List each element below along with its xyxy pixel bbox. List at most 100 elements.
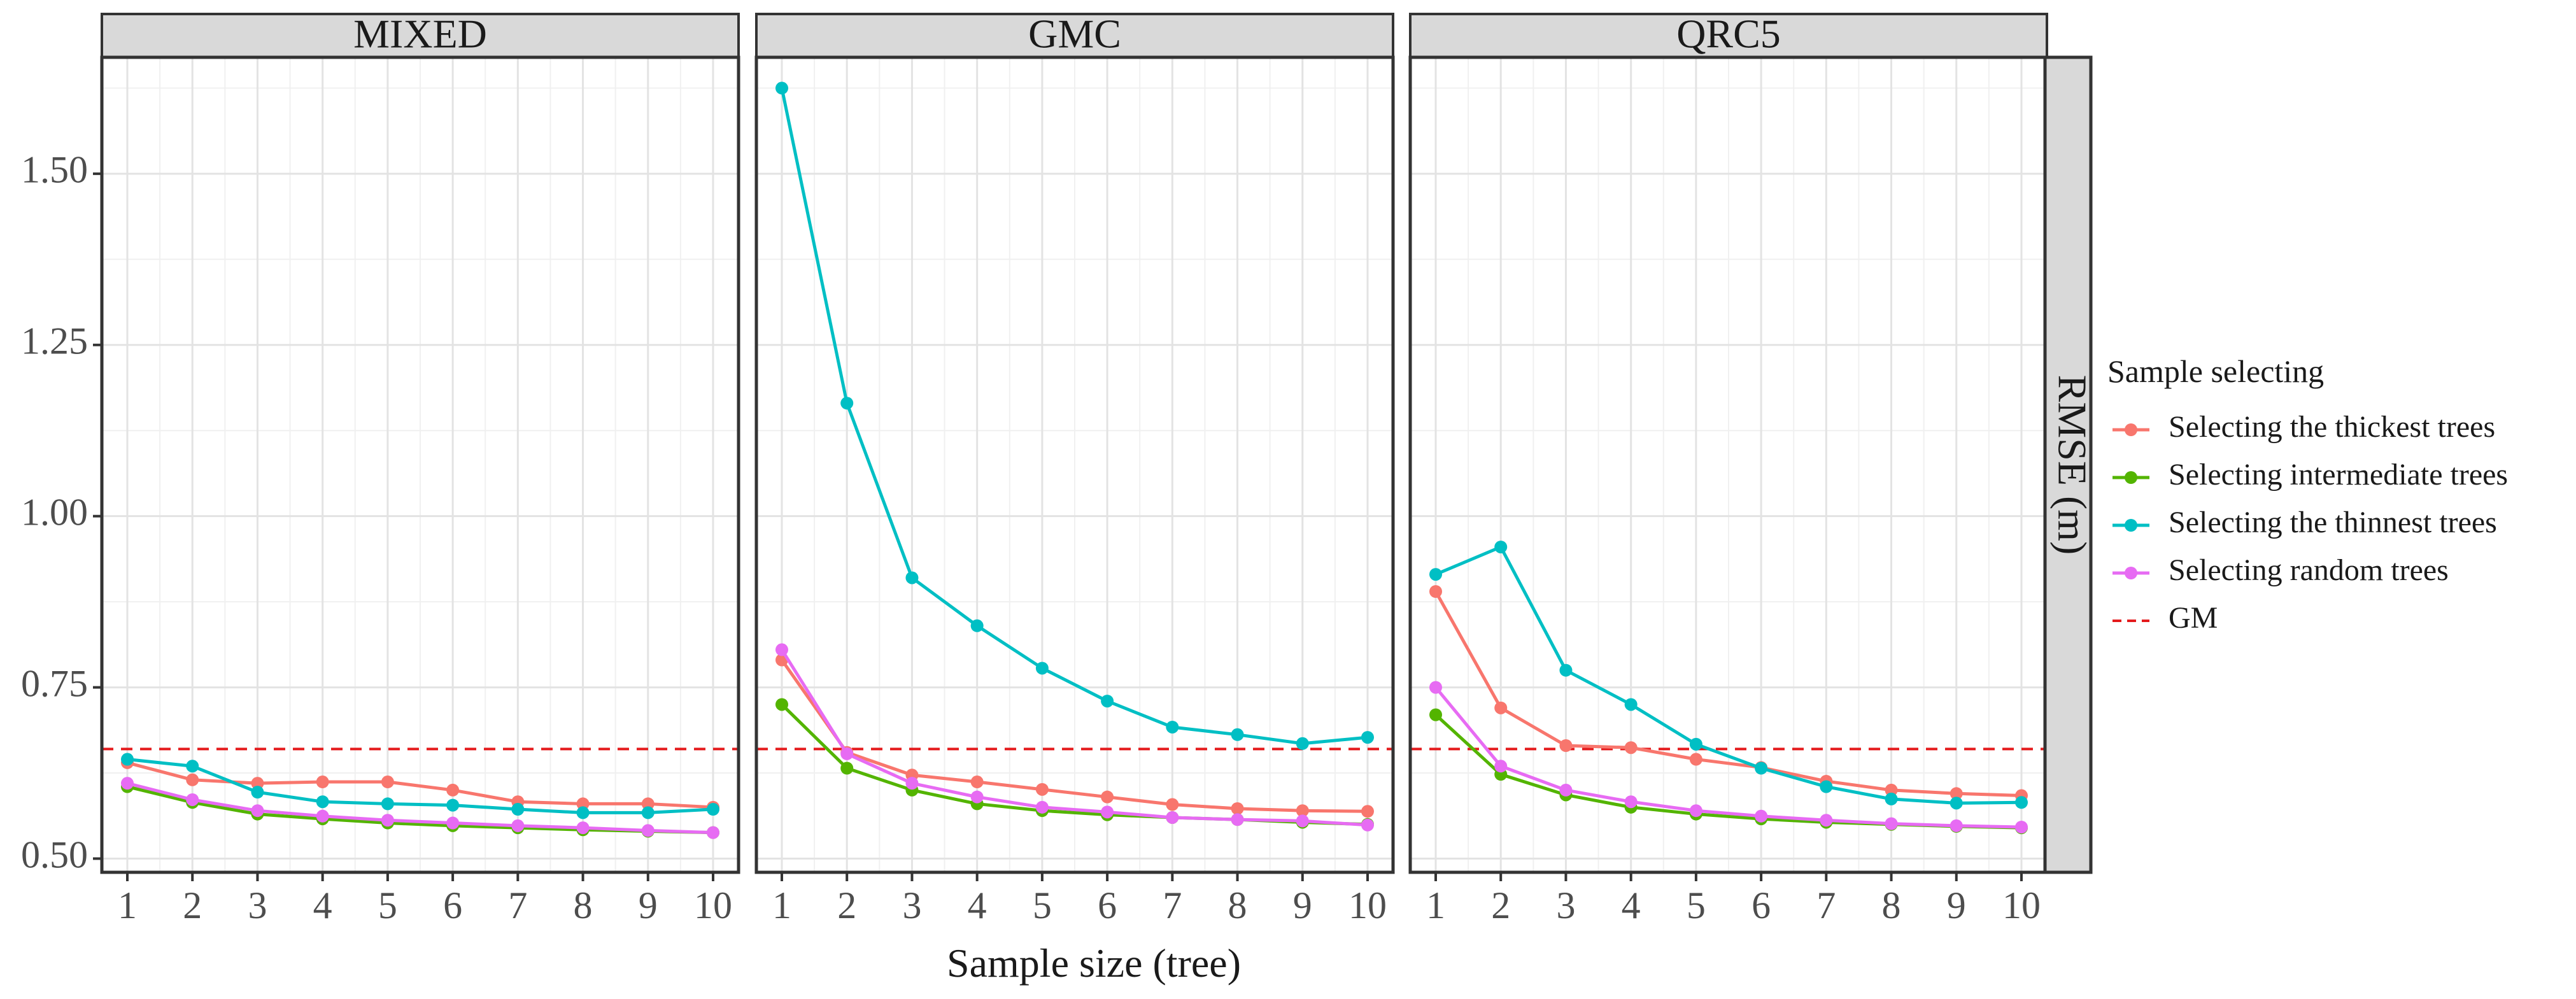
x-tick-label: 1 xyxy=(772,884,791,926)
data-point xyxy=(576,806,590,819)
data-point xyxy=(775,643,788,656)
series-line xyxy=(780,649,1368,827)
data-point xyxy=(316,776,329,789)
x-tick-label: 6 xyxy=(1098,884,1117,926)
data-point xyxy=(970,790,984,804)
data-point xyxy=(1559,739,1573,753)
legend-entry-random: Selecting random trees xyxy=(2112,553,2449,587)
data-point xyxy=(1624,741,1638,755)
x-tick-label: 1 xyxy=(118,884,137,926)
data-point xyxy=(446,783,460,797)
data-point xyxy=(381,776,394,789)
series-line xyxy=(780,659,1368,813)
data-point xyxy=(840,747,854,760)
legend-key-point xyxy=(2125,471,2137,484)
panel-mixed: MIXED xyxy=(100,11,740,874)
legend-label: Selecting intermediate trees xyxy=(2169,458,2508,492)
data-point xyxy=(1361,818,1374,832)
facet-label: QRC5 xyxy=(1676,11,1781,57)
data-point xyxy=(1231,813,1244,826)
x-tick-label: 9 xyxy=(1293,884,1312,926)
x-tick-label: 6 xyxy=(443,884,462,926)
data-point xyxy=(2015,821,2028,834)
data-point xyxy=(576,821,590,835)
data-point xyxy=(1950,819,1963,832)
data-point xyxy=(1296,814,1309,828)
legend-entry-intermediate: Selecting intermediate trees xyxy=(2112,458,2508,492)
data-point xyxy=(1429,708,1442,721)
data-point xyxy=(186,793,199,806)
x-tick-label: 2 xyxy=(837,884,856,926)
data-point xyxy=(186,760,199,773)
legend-title: Sample selecting xyxy=(2107,353,2324,389)
legend-key-point xyxy=(2125,519,2137,532)
data-point xyxy=(1296,737,1309,750)
x-tick-label: 8 xyxy=(574,884,593,926)
x-tick-label: 2 xyxy=(1491,884,1510,926)
facet-strip xyxy=(101,13,740,59)
x-axis-title: Sample size (tree) xyxy=(947,940,1241,986)
data-point xyxy=(1494,760,1508,773)
y-axis: 0.50 0.75 1.00 1.25 1.50 xyxy=(21,149,102,875)
x-tick-label: 5 xyxy=(1687,884,1706,926)
data-point xyxy=(446,816,460,830)
x-tick-label: 7 xyxy=(508,884,527,926)
data-point xyxy=(1429,681,1442,694)
data-point xyxy=(1361,805,1374,818)
facet-label: GMC xyxy=(1028,11,1121,57)
data-point xyxy=(1166,798,1179,811)
data-point xyxy=(1429,585,1442,598)
y-tick-label: 0.50 xyxy=(21,833,88,875)
series-line xyxy=(127,781,714,835)
series-line xyxy=(127,761,714,809)
data-point xyxy=(1885,783,1898,797)
series-thinnest xyxy=(1429,541,2028,810)
series-thinnest xyxy=(775,81,1374,750)
data-point xyxy=(1689,737,1702,751)
data-point xyxy=(1166,720,1179,733)
data-point xyxy=(1755,809,1768,823)
series-line xyxy=(1434,686,2022,829)
data-point xyxy=(1950,797,1963,810)
data-point xyxy=(251,777,264,790)
panel-qrc5: QRC5 xyxy=(1408,11,2049,874)
x-tick-label: 3 xyxy=(1556,884,1575,926)
data-point xyxy=(1689,804,1702,818)
gridlines xyxy=(756,57,1393,873)
data-point xyxy=(970,619,984,632)
series-random xyxy=(121,777,719,839)
y-tick-label: 0.75 xyxy=(21,662,88,704)
legend-entry-thickest: Selecting the thickest trees xyxy=(2112,410,2495,444)
y-tick-label: 1.25 xyxy=(21,320,88,362)
legend: Sample selecting Selecting the thickest … xyxy=(2107,353,2508,635)
data-point xyxy=(251,786,264,799)
x-tick-label: 4 xyxy=(1622,884,1641,926)
legend-entry-gm: GM xyxy=(2112,601,2218,635)
series-line xyxy=(780,87,1368,746)
panel-border xyxy=(100,55,740,874)
x-tick-label: 2 xyxy=(183,884,202,926)
data-point xyxy=(316,809,329,823)
data-point xyxy=(1624,698,1638,711)
series-line xyxy=(127,758,714,814)
x-tick-label: 9 xyxy=(639,884,658,926)
legend-label: Selecting the thinnest trees xyxy=(2169,506,2497,539)
data-point xyxy=(1885,817,1898,830)
data-point xyxy=(641,806,655,819)
data-point xyxy=(641,824,655,837)
data-point xyxy=(1755,762,1768,775)
legend-entry-thinnest: Selecting the thinnest trees xyxy=(2112,506,2497,539)
data-point xyxy=(511,803,525,816)
y-axis-title: RMSE (m) xyxy=(2049,375,2095,555)
data-point xyxy=(1885,792,1898,805)
legend-label: Selecting the thickest trees xyxy=(2169,410,2495,444)
data-point xyxy=(1689,753,1702,766)
series-random xyxy=(1429,681,2028,834)
panel-gmc: GMC xyxy=(754,11,1395,874)
data-point xyxy=(1035,783,1049,796)
data-point xyxy=(381,814,394,827)
data-point xyxy=(1035,662,1049,675)
facet-label: MIXED xyxy=(353,11,487,57)
series-random xyxy=(775,643,1374,832)
data-point xyxy=(316,795,329,809)
